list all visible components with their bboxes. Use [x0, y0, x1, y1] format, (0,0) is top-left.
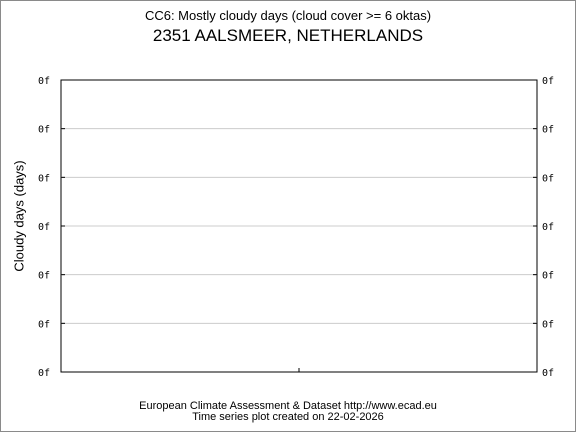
- chart-title: CC6: Mostly cloudy days (cloud cover >= …: [144, 8, 432, 23]
- y-tick-label-left: 0f: [38, 368, 50, 379]
- y-tick-label-left: 0f: [38, 125, 50, 136]
- y-tick-label-right: 0f: [542, 222, 554, 233]
- chart-subtitle: 2351 AALSMEER, NETHERLANDS: [152, 26, 424, 45]
- y-tick-label-left: 0f: [38, 173, 50, 184]
- y-tick-label-right: 0f: [542, 368, 554, 379]
- y-tick-label-right: 0f: [542, 76, 554, 87]
- y-tick-label-left: 0f: [38, 271, 50, 282]
- y-tick-label-left: 0f: [38, 222, 50, 233]
- footer-source: European Climate Assessment & Dataset ht…: [139, 400, 437, 412]
- y-tick-label-left: 0f: [38, 76, 50, 87]
- footer-created: Time series plot created on 22-02-2026: [192, 411, 384, 423]
- y-tick-label-right: 0f: [542, 271, 554, 282]
- y-tick-label-right: 0f: [542, 319, 554, 330]
- y-tick-label-right: 0f: [542, 173, 554, 184]
- y-tick-label-right: 0f: [542, 125, 554, 136]
- y-tick-label-left: 0f: [38, 319, 50, 330]
